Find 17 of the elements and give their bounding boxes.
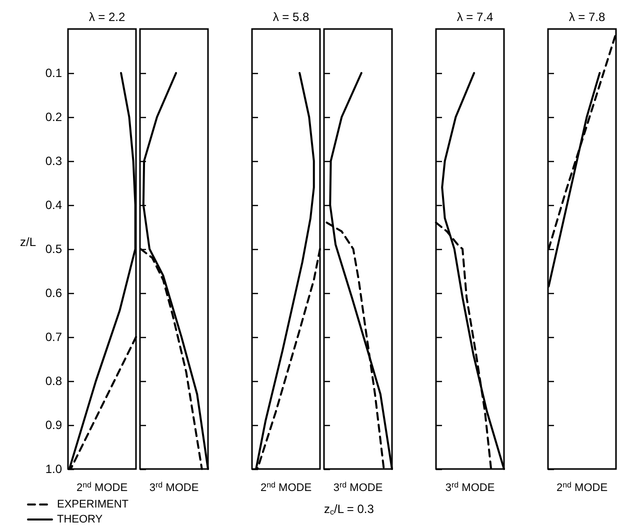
chart-title: λ = 7.8: [568, 10, 606, 24]
y-tick-label: 0.7: [45, 330, 62, 344]
y-tick-label: 0.8: [45, 374, 62, 388]
y-tick-label: 0.2: [45, 110, 62, 124]
y-tick-label: 0.5: [45, 242, 62, 256]
y-tick-label: 0.3: [45, 154, 62, 168]
y-tick-label: 1.0: [45, 462, 62, 476]
chart-title: λ = 5.8: [272, 10, 310, 24]
legend-label: EXPERIMENT: [57, 498, 129, 510]
y-tick-label: 0.4: [45, 198, 62, 212]
legend-label: THEORY: [57, 514, 104, 526]
y-tick-label: 0.6: [45, 286, 62, 300]
y-axis-title: z/L: [20, 234, 36, 249]
y-tick-label: 0.1: [45, 66, 62, 80]
chart-title: λ = 7.4: [456, 10, 494, 24]
chart-title: λ = 2.2: [88, 10, 126, 24]
y-tick-label: 0.9: [45, 418, 62, 432]
